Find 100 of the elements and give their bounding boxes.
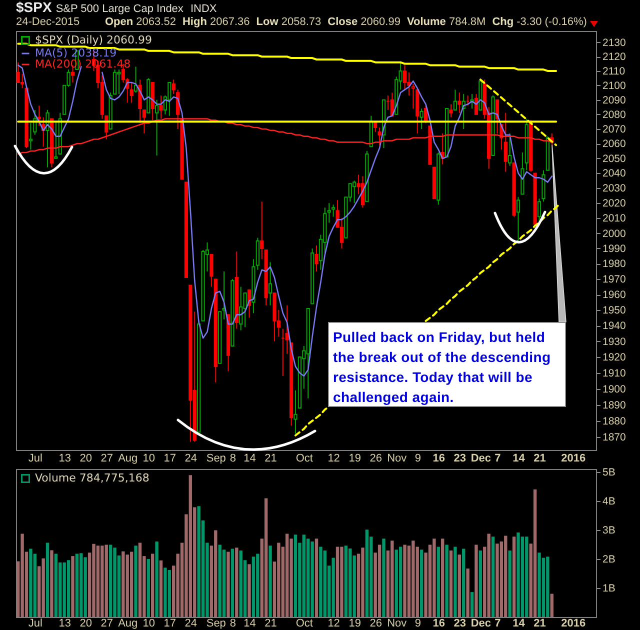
candlestick	[420, 108, 424, 130]
bar	[188, 475, 192, 617]
candlestick	[453, 89, 458, 111]
x-tick-label: Nov	[387, 452, 408, 464]
candlestick	[117, 69, 121, 95]
bar	[268, 546, 272, 617]
bar	[323, 550, 327, 617]
bar	[239, 550, 242, 617]
candlestick	[332, 204, 336, 218]
y-tick-label: 2130	[602, 36, 626, 49]
y-tick-label: 2060	[602, 138, 626, 150]
text: 24-Dec-2015	[16, 15, 80, 30]
bar	[496, 544, 499, 617]
x-tick-label: Sep	[206, 452, 226, 464]
x-tick-label: 23	[454, 452, 466, 464]
x-tick-label: 7	[494, 452, 501, 464]
x-tick-label: 21	[534, 618, 546, 630]
bar	[449, 550, 453, 617]
bar	[100, 546, 104, 617]
bar	[46, 542, 50, 617]
bar	[302, 534, 306, 617]
bar	[440, 538, 444, 617]
bar	[508, 550, 512, 617]
candlestick	[138, 79, 142, 124]
bar	[348, 548, 352, 617]
candlestick	[327, 202, 331, 224]
bar	[382, 538, 386, 617]
x-tick-label: 9	[414, 452, 421, 464]
x-tick-label: 13	[58, 452, 71, 464]
y-tick-label: 1960	[602, 289, 626, 302]
x-tick-label: Nov	[387, 618, 408, 630]
x-tick-label: 14	[512, 452, 526, 464]
bar	[226, 552, 230, 617]
candlestick	[159, 94, 163, 120]
bar	[230, 548, 234, 617]
bar	[50, 550, 54, 617]
y-tick-label: 4B	[602, 495, 616, 508]
bar	[130, 552, 134, 617]
x-tick-label: 24	[184, 452, 198, 464]
bar	[159, 560, 163, 617]
bar	[412, 540, 415, 617]
x-tick-label: 14	[244, 618, 256, 630]
y-tick-label: 2070	[602, 123, 626, 136]
y-tick-label: 1940	[602, 320, 626, 332]
bar	[54, 554, 58, 617]
candlestick	[508, 132, 512, 166]
x-tick-label: 20	[80, 452, 92, 464]
y-tick-label: 1970	[602, 274, 626, 286]
candlestick	[402, 64, 407, 90]
bar	[113, 548, 116, 617]
x-tick-label: 16	[432, 452, 446, 464]
text: Chg -3.30 (-0.16%)	[492, 15, 587, 30]
bar	[164, 568, 167, 617]
bar	[436, 546, 440, 617]
candlestick	[504, 112, 508, 172]
bar	[478, 550, 482, 617]
candlestick	[168, 82, 172, 116]
x-tick-label: Dec	[470, 452, 492, 464]
bar	[390, 540, 394, 617]
x-tick-label: 27	[100, 618, 113, 630]
bar	[155, 542, 158, 617]
bar	[487, 534, 490, 617]
bar	[84, 557, 87, 617]
candlestick	[172, 79, 176, 95]
bar	[454, 546, 457, 617]
y-tick-label: 1950	[602, 304, 626, 317]
candlestick	[243, 292, 247, 328]
bar	[394, 550, 398, 617]
x-tick-label: 14	[244, 452, 256, 464]
bar	[218, 544, 222, 617]
bar	[310, 542, 314, 617]
bar	[420, 550, 424, 617]
x-tick-label: 9	[414, 618, 421, 630]
bar	[470, 592, 474, 617]
candlestick	[458, 92, 462, 114]
bar	[214, 530, 218, 617]
candlestick	[112, 69, 117, 95]
y-tick-label: 1890	[602, 399, 626, 412]
candlestick	[210, 254, 214, 288]
y-tick-label: 5B	[602, 466, 616, 478]
y-tick-label: 1980	[602, 258, 626, 270]
x-tick-label: Oct	[296, 618, 313, 630]
bar	[462, 548, 466, 617]
candlestick	[260, 201, 264, 260]
x-tick-label: 27	[100, 452, 113, 464]
bar	[432, 538, 436, 617]
line-series	[17, 118, 553, 155]
x-tick-label: 2016	[561, 452, 586, 464]
chart-subtitle: S&P 500 Large Cap Index	[56, 2, 184, 17]
legend-label: Volume 784,775,168	[35, 472, 150, 484]
bar	[122, 551, 125, 617]
bar	[550, 594, 554, 617]
bar	[294, 534, 298, 617]
bar	[546, 556, 550, 617]
chart-title: $SPX	[16, 0, 52, 15]
y-tick-label: 1930	[602, 336, 626, 348]
x-tick-label: 26	[370, 452, 382, 464]
y-tick-label: 1990	[602, 242, 626, 255]
candlestick	[16, 62, 20, 83]
y-tick-label: 2020	[602, 198, 626, 210]
